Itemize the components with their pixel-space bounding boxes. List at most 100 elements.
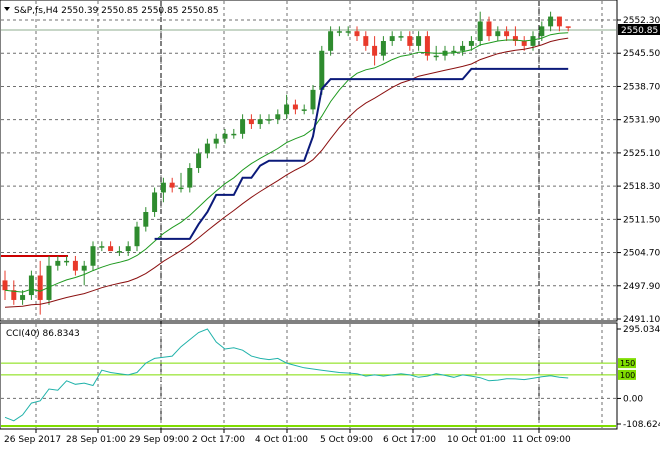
time-tick-label: 2 Oct 17:00 (192, 435, 245, 445)
candle-body (504, 31, 510, 37)
cci-axis: 295.0346 0.00 -108.6242 150 100 (617, 325, 660, 430)
price-tick-label: 2538.70 (623, 82, 660, 92)
candle-body (548, 16, 554, 27)
candle-body (204, 143, 210, 154)
candle-body (328, 31, 334, 51)
candle-body (319, 50, 325, 90)
candles (2, 11, 571, 315)
time-tick-label: 4 Oct 01:00 (255, 435, 308, 445)
fast-ma-line (4, 32, 569, 293)
candle-body (407, 36, 413, 46)
cci-tick-label: 0.00 (623, 394, 643, 404)
candle-body (55, 260, 61, 266)
trailing-stop-line (154, 67, 569, 240)
candle-body (433, 55, 439, 58)
candle-body (336, 31, 342, 33)
candle-body (240, 119, 246, 134)
candle-body (108, 246, 114, 252)
candle-body (187, 168, 193, 188)
price-tick-label: 2511.50 (623, 215, 660, 225)
candle-body (424, 36, 430, 56)
cci-levels (1, 362, 616, 427)
cci-level-tag (618, 358, 636, 369)
candle-body (143, 212, 149, 227)
candle-body (28, 275, 34, 296)
candle-body (380, 41, 386, 56)
candle-body (20, 295, 26, 300)
price-tick-label: 2504.70 (623, 249, 660, 259)
candle-body (556, 16, 562, 27)
price-tick-label: 2552.30 (623, 16, 660, 26)
price-panel-frame (0, 0, 618, 322)
current-price-label: 2550.85 (621, 26, 658, 36)
candle-body (372, 45, 378, 56)
candle-body (477, 21, 483, 42)
candle-body (257, 119, 263, 125)
time-tick-label: 5 Oct 09:00 (320, 435, 373, 445)
candle-body (539, 26, 545, 37)
candle-body (495, 31, 501, 37)
candle-body (248, 119, 254, 125)
candle-body (152, 192, 158, 213)
price-grid (1, 1, 616, 320)
candle-body (266, 119, 272, 121)
cci-level-label: 100 (620, 371, 635, 380)
candle-body (275, 114, 281, 120)
candle-body (116, 251, 122, 253)
candle-body (125, 246, 131, 252)
candle-body (468, 41, 474, 46)
current-price-tag: 2550.85 (618, 24, 660, 36)
menu-triangle-icon[interactable] (4, 7, 10, 11)
candle-body (37, 275, 43, 300)
cci-tick-label: 295.0346 (623, 325, 660, 335)
cci-series-line (4, 328, 569, 422)
price-tick-label: 2545.50 (623, 49, 660, 59)
candle-body (99, 246, 105, 248)
price-tick-label: 2518.30 (623, 182, 660, 192)
candle-body (72, 260, 78, 271)
candle-body (363, 36, 369, 46)
candle-body (231, 133, 237, 136)
candle-body (90, 246, 96, 266)
candle-body (398, 36, 404, 38)
candle-body (2, 280, 8, 291)
candle-body (222, 133, 228, 139)
time-tick-label: 29 Sep 09:00 (129, 435, 189, 445)
candle-body (160, 182, 166, 193)
candle-body (178, 187, 184, 190)
time-tick-label: 6 Oct 17:00 (383, 435, 436, 445)
candle-body (301, 109, 307, 111)
candle-body (284, 104, 290, 115)
price-tick-label: 2525.10 (623, 149, 660, 159)
candle-body (521, 41, 527, 46)
candle-body (512, 36, 518, 42)
slow-ma-line (4, 37, 569, 308)
indicator-lines (4, 32, 569, 308)
candle-body (345, 31, 351, 33)
time-tick-label: 11 Oct 09:00 (512, 435, 571, 445)
candle-body (530, 36, 536, 46)
candle-body (11, 290, 17, 300)
candle-body (389, 36, 395, 42)
cci-grid (1, 324, 616, 428)
candle-body (354, 31, 360, 37)
candle-body (81, 265, 87, 271)
time-tick-label: 10 Oct 01:00 (447, 435, 506, 445)
price-tick-label: 2491.10 (623, 315, 660, 325)
time-axis: 26 Sep 2017 28 Sep 01:00 29 Sep 09:00 2 Oct… (4, 429, 571, 445)
candle-body (46, 265, 52, 300)
cci-level-tag (618, 369, 636, 380)
price-tick-label: 2497.90 (623, 282, 660, 292)
cci-panel-frame (0, 322, 618, 430)
cci-level-label: 150 (620, 359, 635, 368)
time-tick-label: 28 Sep 01:00 (66, 435, 126, 445)
candle-body (292, 104, 298, 110)
candle-body (565, 26, 571, 28)
candle-body (134, 226, 140, 247)
time-tick-label: 26 Sep 2017 (4, 435, 61, 445)
price-panel[interactable] (0, 0, 618, 429)
candle-body (169, 182, 175, 188)
cci-panel[interactable]: CCI(40) 86.8343 (0, 322, 618, 430)
